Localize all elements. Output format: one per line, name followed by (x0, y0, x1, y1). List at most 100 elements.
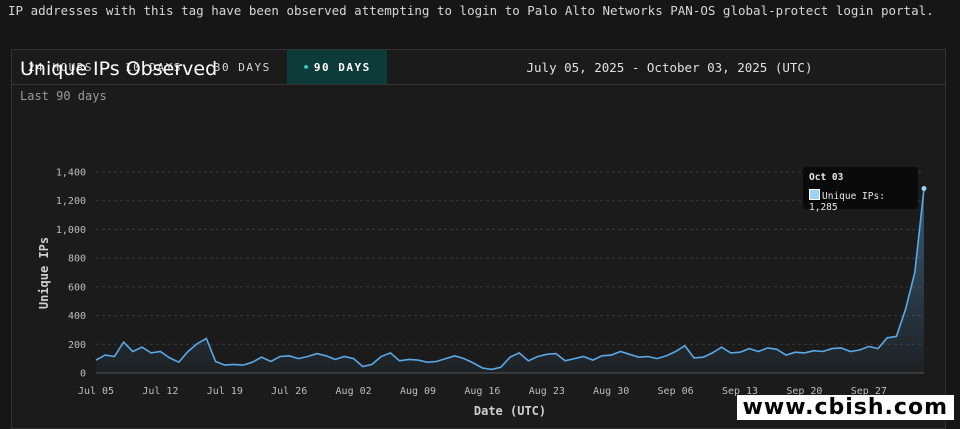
tab-10-days[interactable]: 10 DAYS (109, 50, 198, 84)
data-point[interactable] (757, 351, 759, 353)
data-point[interactable] (656, 358, 658, 360)
data-point[interactable] (619, 351, 621, 353)
data-point[interactable] (408, 358, 410, 360)
y-axis-label: Unique IPs (37, 237, 51, 309)
data-point[interactable] (886, 337, 888, 339)
data-point[interactable] (261, 356, 263, 358)
data-point[interactable] (675, 351, 677, 353)
data-point[interactable] (822, 351, 824, 353)
data-point[interactable] (307, 356, 309, 358)
data-point[interactable] (472, 362, 474, 364)
data-point[interactable] (868, 345, 870, 347)
data-point[interactable] (629, 353, 631, 355)
data-point[interactable] (509, 356, 511, 358)
data-point[interactable] (187, 351, 189, 353)
data-point[interactable] (905, 308, 907, 310)
data-point[interactable] (150, 352, 152, 354)
tag-description: IP addresses with this tag have been obs… (8, 3, 934, 18)
data-point[interactable] (730, 352, 732, 354)
data-point[interactable] (279, 356, 281, 358)
data-point[interactable] (132, 351, 134, 353)
series-line (95, 188, 925, 371)
data-point[interactable] (693, 357, 695, 359)
data-point[interactable] (527, 360, 529, 362)
data-point[interactable] (141, 346, 143, 348)
data-point[interactable] (270, 361, 272, 363)
data-point[interactable] (748, 348, 750, 350)
data-point[interactable] (665, 355, 667, 357)
data-point[interactable] (159, 351, 161, 353)
tab-30-days[interactable]: 30 DAYS (198, 50, 287, 84)
data-point[interactable] (371, 363, 373, 365)
tab-24-hours[interactable]: 24 HOURS (12, 50, 109, 84)
data-point[interactable] (417, 359, 419, 361)
data-point[interactable] (739, 351, 741, 353)
data-point[interactable] (877, 348, 879, 350)
data-point[interactable] (583, 356, 585, 358)
data-point[interactable] (647, 356, 649, 358)
data-point[interactable] (921, 186, 927, 191)
data-point[interactable] (343, 356, 345, 358)
data-point[interactable] (813, 350, 815, 352)
data-point[interactable] (794, 351, 796, 353)
data-point[interactable] (389, 352, 391, 354)
data-point[interactable] (316, 353, 318, 355)
data-point[interactable] (113, 356, 115, 358)
data-point[interactable] (251, 361, 253, 363)
data-point[interactable] (224, 364, 226, 366)
data-point[interactable] (123, 341, 125, 343)
data-point[interactable] (399, 360, 401, 362)
data-point[interactable] (169, 357, 171, 359)
data-point[interactable] (610, 354, 612, 356)
data-point[interactable] (500, 366, 502, 368)
data-point[interactable] (95, 359, 97, 361)
x-tick-label: Sep 06 (658, 386, 694, 397)
data-point[interactable] (518, 352, 520, 354)
tab-90-days[interactable]: • 90 DAYS (286, 50, 387, 84)
data-point[interactable] (859, 349, 861, 351)
data-point[interactable] (454, 355, 456, 357)
data-point[interactable] (435, 361, 437, 363)
data-point[interactable] (914, 272, 916, 274)
data-point[interactable] (684, 345, 686, 347)
data-point[interactable] (638, 356, 640, 358)
data-point[interactable] (721, 346, 723, 348)
data-point[interactable] (767, 347, 769, 349)
data-point[interactable] (445, 358, 447, 360)
data-point[interactable] (537, 356, 539, 358)
data-point[interactable] (325, 355, 327, 357)
data-point[interactable] (592, 359, 594, 361)
data-point[interactable] (242, 364, 244, 366)
data-point[interactable] (481, 367, 483, 369)
data-point[interactable] (297, 358, 299, 360)
data-point[interactable] (463, 358, 465, 360)
data-point[interactable] (426, 361, 428, 363)
data-point[interactable] (711, 352, 713, 354)
data-point[interactable] (831, 348, 833, 350)
data-point[interactable] (555, 353, 557, 355)
data-point[interactable] (601, 355, 603, 357)
chart-tooltip: Oct 03 Unique IPs: 1,285 (803, 167, 918, 213)
data-point[interactable] (785, 354, 787, 356)
data-point[interactable] (546, 353, 548, 355)
data-point[interactable] (776, 348, 778, 350)
data-point[interactable] (104, 354, 106, 356)
data-point[interactable] (353, 358, 355, 360)
data-point[interactable] (334, 358, 336, 360)
data-point[interactable] (288, 355, 290, 357)
data-point[interactable] (564, 360, 566, 362)
data-point[interactable] (233, 363, 235, 365)
data-point[interactable] (840, 347, 842, 349)
data-point[interactable] (849, 351, 851, 353)
data-point[interactable] (895, 335, 897, 337)
data-point[interactable] (205, 338, 207, 340)
data-point[interactable] (491, 368, 493, 370)
data-point[interactable] (573, 358, 575, 360)
data-point[interactable] (178, 361, 180, 363)
data-point[interactable] (702, 356, 704, 358)
data-point[interactable] (196, 343, 198, 345)
data-point[interactable] (380, 356, 382, 358)
data-point[interactable] (803, 352, 805, 354)
data-point[interactable] (215, 361, 217, 363)
data-point[interactable] (362, 366, 364, 368)
